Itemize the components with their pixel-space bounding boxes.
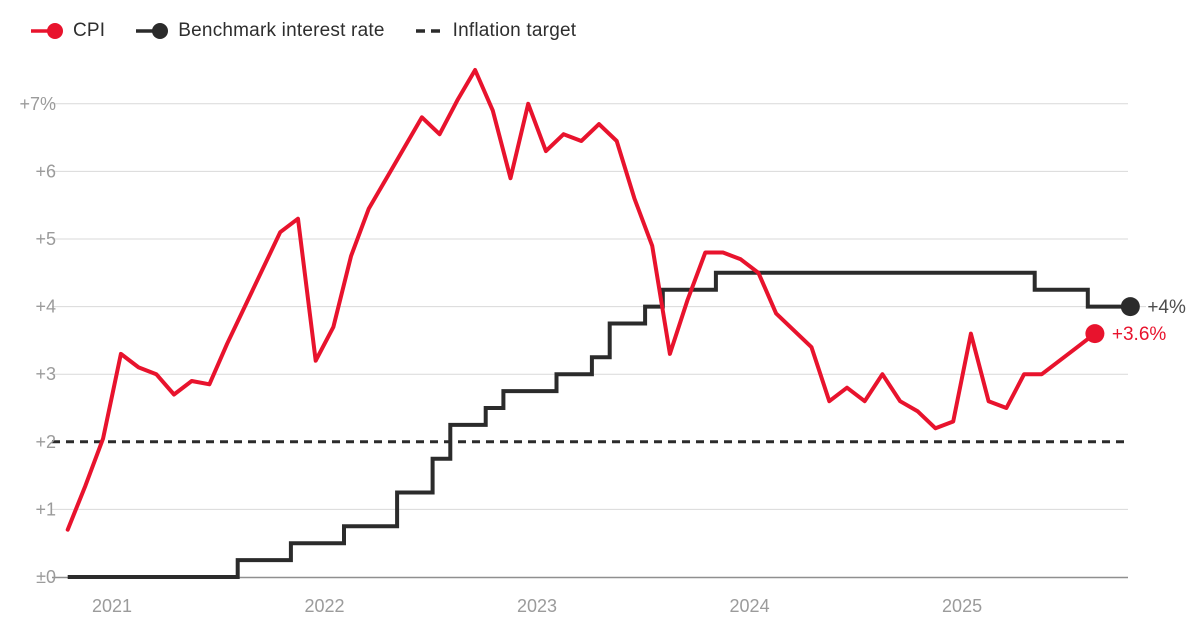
y-tick-label: +4 [35,297,56,317]
cpi-end-label: +3.6% [1112,324,1167,345]
y-tick-label: +3 [35,364,56,384]
x-tick-label: 2022 [304,596,344,616]
legend-item-cpi: CPI [30,20,105,42]
y-tick-label: ±0 [36,567,56,587]
cpi-line [65,68,1097,532]
benchmark-rate-line [67,270,1131,579]
legend-label-cpi: CPI [73,20,106,41]
x-tick-label: 2024 [730,596,770,616]
y-tick-label: +7% [19,94,56,114]
inflation-target-dashed-icon [415,21,444,41]
benchmark-end-label: +4% [1147,297,1186,318]
y-tick-label: +2 [35,432,56,452]
y-tick-label: +6 [35,161,56,181]
cpi-end-dot [1085,324,1105,344]
legend: CPI Benchmark interest rate Inflation ta… [30,20,576,42]
legend-label-target: Inflation target [452,20,577,41]
y-tick-label: +5 [35,229,56,249]
benchmark-line-dot-icon [135,21,169,41]
cpi-line-dot-icon [30,21,64,41]
x-tick-label: 2023 [517,596,557,616]
benchmark-legend-dot [152,23,169,39]
legend-item-target: Inflation target [415,20,577,42]
legend-item-benchmark: Benchmark interest rate [135,20,384,42]
x-tick-label: 2021 [92,596,132,616]
legend-label-benchmark: Benchmark interest rate [178,20,385,41]
y-tick-label: +1 [35,499,56,519]
cpi-legend-dot [47,23,63,39]
benchmark-end-dot [1120,297,1140,317]
x-tick-label: 2025 [942,596,982,616]
